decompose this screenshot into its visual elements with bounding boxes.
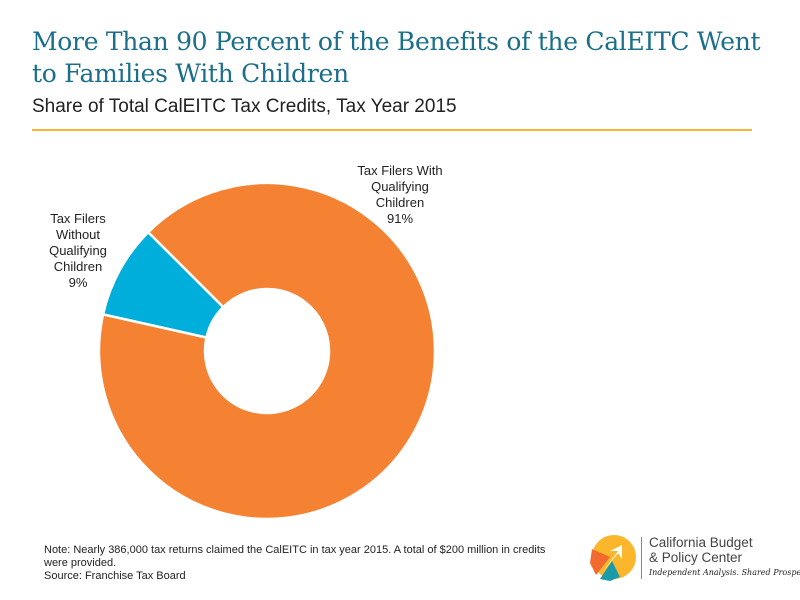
slice-label-line: Without bbox=[56, 227, 100, 242]
slice-label-without-children: Tax Filers Without Qualifying Children 9% bbox=[49, 211, 107, 290]
cbpc-logo: California Budget & Policy Center Indepe… bbox=[588, 533, 800, 583]
divider bbox=[32, 129, 752, 131]
chart-subtitle: Share of Total CalEITC Tax Credits, Tax … bbox=[32, 96, 457, 117]
slice-label-line: Children bbox=[54, 259, 102, 274]
logo-name: California Budget & Policy Center bbox=[649, 535, 753, 565]
logo-divider bbox=[641, 537, 642, 579]
slice-label-line: Children bbox=[376, 195, 424, 210]
chart-title: More Than 90 Percent of the Benefits of … bbox=[32, 27, 761, 88]
slice-label-line: Tax Filers bbox=[50, 211, 106, 226]
slice-label-line: 91% bbox=[387, 211, 413, 226]
slice-label-line: Tax Filers With bbox=[357, 163, 442, 178]
slice-1 bbox=[101, 230, 225, 339]
logo-tagline: Independent Analysis. Shared Prosperity. bbox=[649, 568, 800, 577]
slice-label-with-children: Tax Filers With Qualifying Children 91% bbox=[357, 163, 442, 226]
slice-label-line: Qualifying bbox=[49, 243, 107, 258]
logo-mark-icon bbox=[590, 535, 636, 581]
note-text: Note: Nearly 386,000 tax returns claimed… bbox=[44, 544, 546, 569]
source-text: Source: Franchise Tax Board bbox=[44, 570, 186, 582]
chart-note: Note: Nearly 386,000 tax returns claimed… bbox=[44, 544, 564, 583]
slice-label-line: 9% bbox=[69, 275, 88, 290]
slice-label-line: Qualifying bbox=[371, 179, 429, 194]
